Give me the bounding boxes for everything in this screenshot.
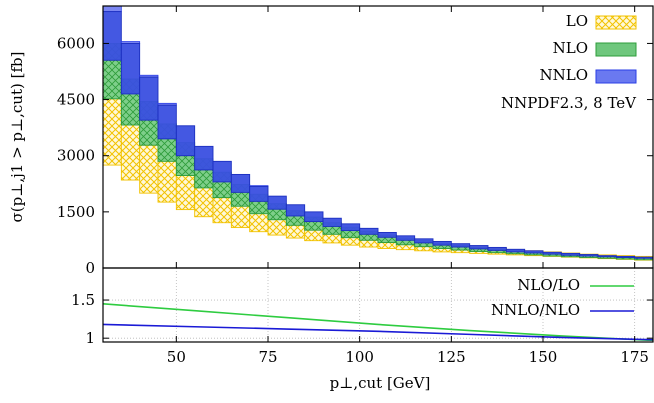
bar-nnlo: [120, 42, 141, 95]
legend-label-lo: LO: [566, 12, 588, 30]
x-tick-label: 150: [529, 348, 558, 366]
ratio-line-nnlo-nlo: [103, 323, 653, 341]
bar-nnlo: [230, 173, 251, 193]
bar-nnlo-cap: [103, 6, 122, 13]
bar-nnlo: [267, 195, 287, 210]
legend-label-nnlo-nlo: NNLO/NLO: [491, 301, 580, 319]
ratio-panel-lines: [103, 303, 653, 341]
bar-lo: [120, 123, 141, 181]
y-tick-label-main: 3000: [57, 147, 95, 165]
bar-nnlo: [395, 235, 416, 241]
bar-lo: [175, 172, 196, 211]
x-tick-label: 175: [620, 348, 649, 366]
bar-nnlo: [542, 251, 562, 255]
bar-nnlo: [634, 256, 653, 259]
legend-ratio: NLO/LO NNLO/NLO: [491, 276, 634, 319]
x-tick-label: 50: [167, 348, 186, 366]
y-tick-label-main: 0: [85, 259, 95, 277]
bar-nnlo: [212, 160, 232, 183]
bar-lo: [194, 183, 214, 218]
bar-nnlo: [524, 250, 544, 254]
bar-nnlo: [597, 255, 617, 258]
bar-nnlo: [432, 240, 452, 246]
axis-ticks: 0 1500 3000 4500 6000 1 1.5 50 75 100 125 150 175: [57, 6, 653, 366]
bar-nnlo: [194, 145, 214, 171]
bar-nnlo: [285, 204, 306, 217]
bar-nnlo: [340, 223, 361, 232]
bar-lo: [157, 159, 177, 203]
bar-nnlo: [103, 11, 122, 61]
ratio-grid: [103, 268, 653, 342]
y-tick-label-main: 1500: [57, 203, 95, 221]
bar-nnlo: [249, 185, 269, 202]
ratio-plot-frame: [102, 267, 654, 343]
y-tick-label-ratio: 1: [85, 329, 95, 347]
bar-nnlo: [450, 243, 471, 248]
legend-main: LO NLO NNLO NNPDF2.3, 8 TeV: [501, 12, 637, 112]
bar-nnlo: [175, 125, 196, 157]
bar-nnlo: [615, 255, 636, 258]
bar-nnlo: [414, 238, 434, 244]
bar-nnlo: [505, 248, 526, 253]
bar-nnlo: [139, 76, 159, 121]
bar-lo: [103, 98, 122, 166]
bar-lo: [139, 144, 159, 194]
main-panel-bars: [103, 6, 653, 261]
y-tick-label-ratio: 1.5: [71, 291, 95, 309]
bar-nnlo: [359, 227, 379, 235]
bar-nnlo: [377, 231, 397, 238]
y-axis-label: σ(p⊥,j1 > p⊥,cut) [fb]: [8, 52, 26, 223]
legend-swatch-lo: [595, 15, 637, 30]
y-tick-label-main: 6000: [57, 34, 95, 52]
bar-nnlo: [560, 252, 581, 256]
bar-nnlo: [304, 211, 324, 223]
bar-nnlo: [157, 104, 177, 140]
bar-nnlo: [322, 217, 342, 227]
legend-swatch-nlo: [595, 42, 637, 57]
ratio-line-nlo-lo: [103, 303, 653, 341]
x-axis-label: p⊥,cut [GeV]: [330, 374, 431, 392]
legend-swatch-nnlo: [595, 69, 637, 84]
bar-nnlo: [579, 254, 599, 257]
legend-label-nlo-lo: NLO/LO: [517, 276, 580, 294]
annotation-pdf: NNPDF2.3, 8 TeV: [501, 94, 637, 112]
y-tick-label-main: 4500: [57, 91, 95, 109]
bar-nnlo: [487, 246, 507, 251]
legend-label-nlo: NLO: [553, 39, 588, 57]
legend-label-nnlo: NNLO: [539, 66, 588, 84]
x-tick-label: 100: [345, 348, 374, 366]
x-tick-label: 125: [437, 348, 466, 366]
bar-nnlo: [469, 245, 489, 250]
x-tick-label: 75: [258, 348, 277, 366]
